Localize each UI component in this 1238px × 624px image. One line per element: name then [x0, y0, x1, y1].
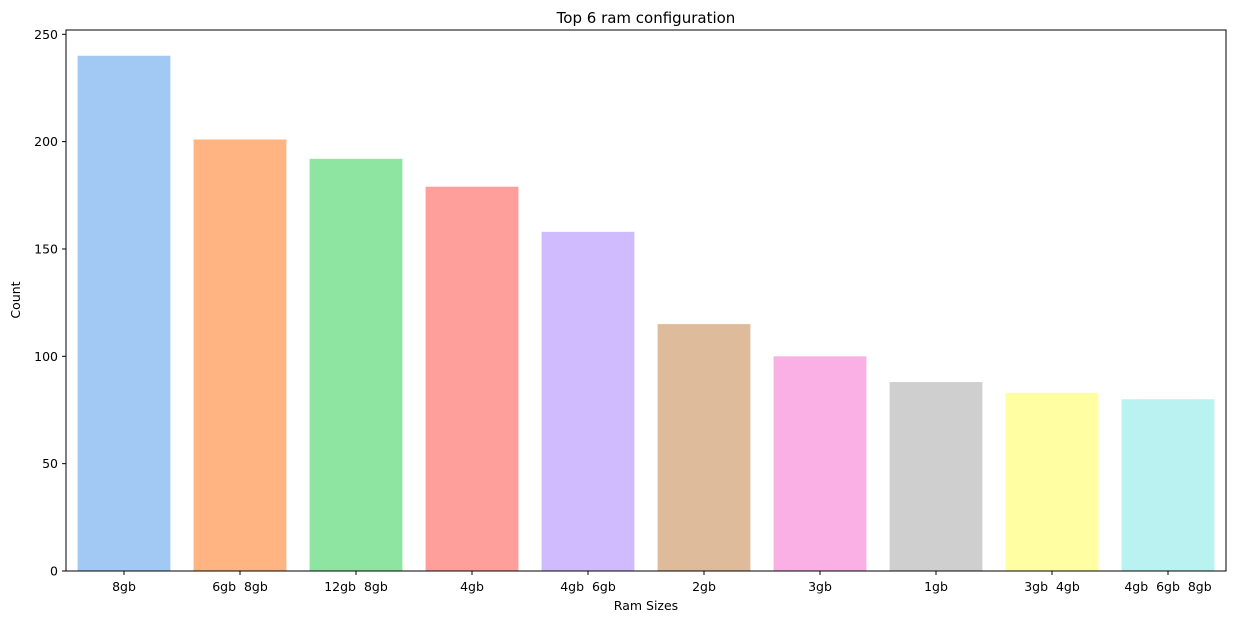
bar — [889, 382, 983, 571]
y-tick-label: 200 — [34, 134, 58, 149]
y-tick-label: 250 — [34, 27, 58, 42]
y-tick-label: 100 — [34, 349, 58, 364]
x-axis: 8gb 6gb 8gb 12gb 8gb 4gb 4gb 6gb 2gb 3gb 1gb 3gb… — [112, 571, 1212, 594]
bar — [77, 55, 171, 571]
y-tick-label: 150 — [34, 241, 58, 256]
bar — [309, 158, 403, 571]
x-axis-label: Ram Sizes — [614, 598, 678, 613]
plot-frame — [65, 29, 1227, 572]
x-tick-label: 3gb — [808, 579, 832, 594]
y-axis-label: Count — [8, 281, 23, 318]
x-tick-label: 4gb 6gb — [560, 579, 616, 594]
bar — [541, 231, 635, 572]
bar — [425, 186, 519, 571]
bar — [1121, 399, 1215, 571]
y-tick-label: 0 — [50, 564, 58, 579]
x-tick-label: 6gb 8gb — [212, 579, 268, 594]
x-tick-label: 2gb — [692, 579, 716, 594]
x-tick-label: 4gb 6gb 8gb — [1124, 579, 1211, 594]
bar — [657, 324, 751, 571]
x-tick-label: 12gb 8gb — [324, 579, 388, 594]
chart-title: Top 6 ram configuration — [556, 9, 736, 27]
x-tick-label: 1gb — [924, 579, 948, 594]
bar — [193, 139, 287, 572]
x-tick-label: 3gb 4gb — [1024, 579, 1080, 594]
y-tick-label: 50 — [42, 456, 58, 471]
bar — [1005, 392, 1099, 571]
x-tick-label: 8gb — [112, 579, 136, 594]
bar — [773, 356, 867, 571]
bars-group — [77, 55, 1215, 572]
x-tick-label: 4gb — [460, 579, 484, 594]
y-axis: 0 50 100 150 200 250 — [34, 27, 66, 579]
